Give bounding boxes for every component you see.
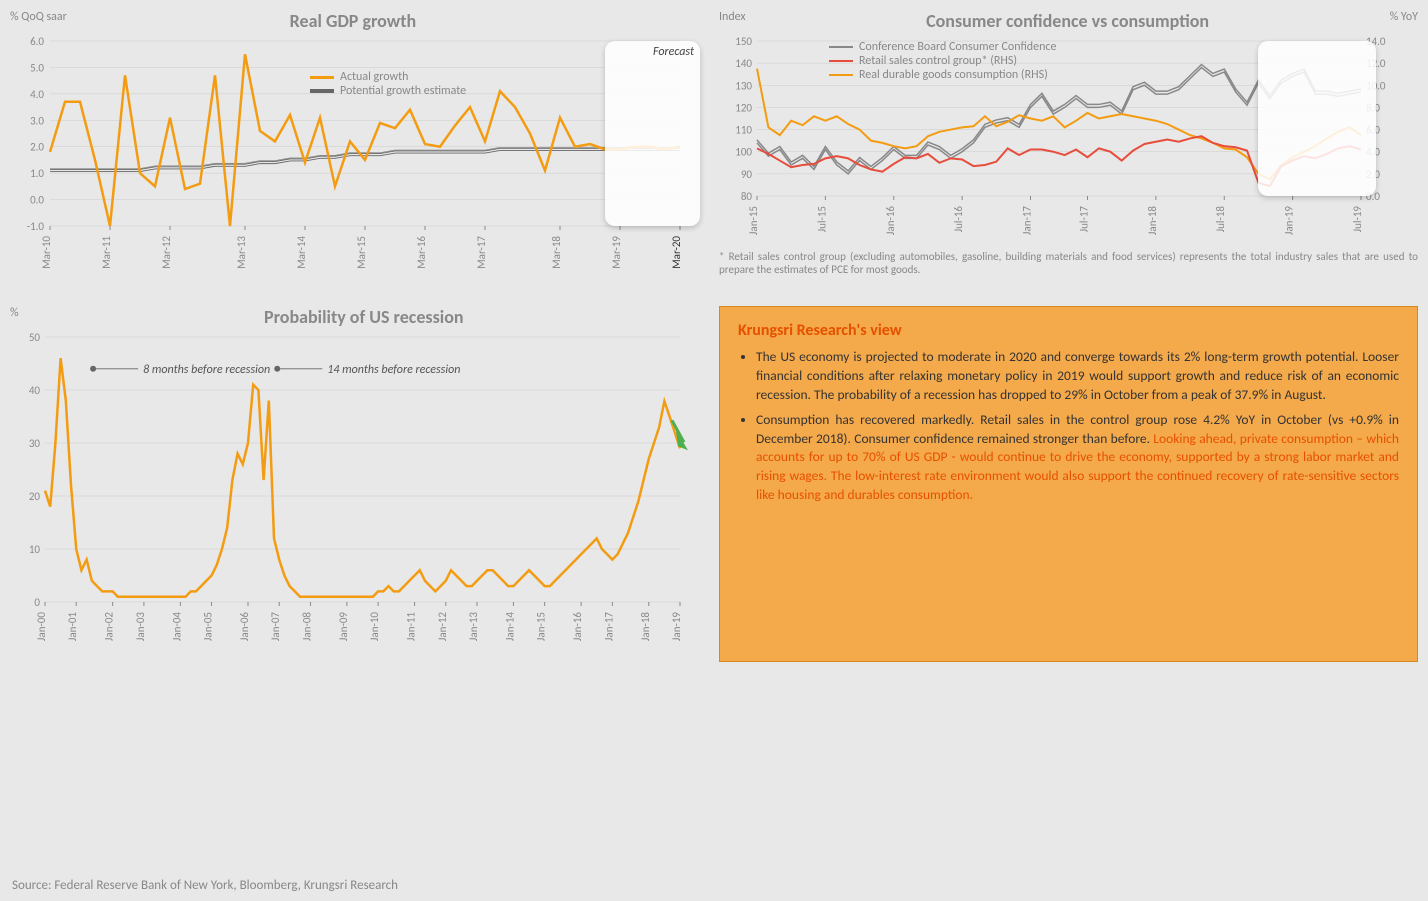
svg-text:Jan-08: Jan-08: [300, 612, 313, 641]
chart2-plot: 80901001101201301401500.02.04.06.08.010.…: [719, 36, 1418, 246]
svg-text:Jan-05: Jan-05: [202, 612, 215, 641]
svg-text:Jan-02: Jan-02: [103, 612, 116, 641]
svg-text:Jul-15: Jul-15: [815, 206, 828, 232]
svg-text:Mar-14: Mar-14: [295, 236, 308, 269]
svg-text:20: 20: [29, 490, 41, 503]
svg-text:Jan-17: Jan-17: [1021, 206, 1034, 235]
svg-text:Mar-11: Mar-11: [100, 236, 113, 269]
svg-text:Jan-12: Jan-12: [436, 612, 449, 641]
chart-consumer-confidence: Index Consumer confidence vs consumption…: [719, 10, 1418, 286]
svg-text:110: 110: [735, 124, 752, 137]
svg-text:Jan-16: Jan-16: [571, 612, 584, 641]
chart-gdp-growth: % QoQ saar Real GDP growth -1.0 0.0 1.0 2.0…: [10, 10, 709, 286]
svg-text:40: 40: [29, 384, 41, 397]
svg-text:4.0: 4.0: [30, 88, 44, 101]
svg-text:Jan-04: Jan-04: [170, 612, 183, 641]
svg-text:90: 90: [741, 168, 753, 181]
chart1-title: Real GDP growth: [67, 10, 639, 32]
svg-text:Jan-10: Jan-10: [368, 612, 381, 641]
svg-text:Mar-12: Mar-12: [160, 236, 173, 269]
svg-text:1.0: 1.0: [30, 167, 44, 180]
svg-text:3.0: 3.0: [30, 114, 44, 127]
svg-text:5.0: 5.0: [30, 61, 44, 74]
chart1-ylabel: % QoQ saar: [10, 10, 67, 36]
svg-text:14 months before recession: 14 months before recession: [327, 363, 460, 377]
svg-text:Jan-00: Jan-00: [35, 612, 48, 641]
svg-text:Jan-14: Jan-14: [503, 612, 516, 641]
legend-retail: Retail sales control group* (RHS): [829, 54, 1056, 68]
svg-text:Jul-17: Jul-17: [1077, 206, 1090, 233]
svg-text:30: 30: [29, 437, 41, 450]
research-title: Krungsri Research's view: [738, 321, 1399, 340]
svg-text:Jan-19: Jan-19: [670, 612, 683, 641]
chart2-title: Consumer confidence vs consumption: [746, 10, 1390, 32]
research-bullet-1: The US economy is projected to moderate …: [756, 348, 1399, 405]
svg-text:120: 120: [735, 101, 752, 114]
svg-text:2.0: 2.0: [30, 141, 44, 154]
svg-text:Jul-19: Jul-19: [1351, 206, 1364, 233]
legend-actual: Actual growth: [310, 70, 466, 84]
svg-text:Jan-03: Jan-03: [134, 612, 147, 641]
chart2-ylabel-right: % YoY: [1390, 10, 1418, 36]
svg-text:Jul-18: Jul-18: [1214, 206, 1227, 233]
svg-text:6.0: 6.0: [30, 35, 44, 48]
svg-text:Jan-15: Jan-15: [747, 206, 760, 235]
forecast-region: Forecast: [605, 41, 700, 226]
source-attribution: Source: Federal Reserve Bank of New York…: [12, 878, 398, 893]
svg-text:0.0: 0.0: [30, 194, 44, 207]
svg-text:Mar-10: Mar-10: [40, 236, 53, 269]
svg-text:Mar-18: Mar-18: [550, 236, 563, 269]
svg-text:50: 50: [29, 331, 41, 344]
svg-text:Mar-17: Mar-17: [475, 236, 488, 269]
chart-recession-prob: % Probability of US recession 0 10 20 30 40 5…: [10, 306, 709, 662]
svg-text:Jan-18: Jan-18: [639, 612, 652, 641]
research-bullet-2: Consumption has recovered markedly. Reta…: [756, 411, 1399, 505]
svg-text:140: 140: [735, 57, 752, 70]
svg-text:-1.0: -1.0: [27, 220, 45, 233]
svg-text:Mar-15: Mar-15: [355, 236, 368, 269]
chart3-plot: 0 10 20 30 40 50 8 months before recession 14 m…: [10, 332, 709, 662]
chart2-footnote: * Retail sales control group (excluding …: [719, 250, 1418, 276]
svg-text:Jan-13: Jan-13: [467, 612, 480, 641]
svg-text:Jan-15: Jan-15: [535, 612, 548, 641]
svg-text:Jan-06: Jan-06: [238, 612, 251, 641]
svg-text:Jan-01: Jan-01: [66, 612, 79, 641]
chart3-title: Probability of US recession: [19, 306, 709, 328]
svg-text:80: 80: [741, 190, 753, 203]
legend-confidence: Conference Board Consumer Confidence: [829, 40, 1056, 54]
svg-text:Jan-19: Jan-19: [1283, 206, 1296, 235]
svg-text:Jan-09: Jan-09: [337, 612, 350, 641]
legend-potential: Potential growth estimate: [310, 84, 466, 98]
svg-text:Mar-16: Mar-16: [415, 236, 428, 269]
chart2-highlight-region: [1258, 41, 1376, 196]
chart2-ylabel-left: Index: [719, 10, 746, 36]
chart3-ylabel: %: [10, 306, 19, 332]
svg-text:Mar-20: Mar-20: [670, 236, 683, 269]
legend-durables: Real durable goods consumption (RHS): [829, 68, 1056, 82]
svg-text:Jan-07: Jan-07: [269, 612, 282, 641]
svg-text:Jan-11: Jan-11: [405, 612, 418, 641]
svg-text:Jan-16: Jan-16: [884, 206, 897, 235]
svg-text:8 months before recession: 8 months before recession: [143, 363, 270, 377]
svg-text:150: 150: [735, 35, 752, 48]
svg-text:Mar-19: Mar-19: [610, 236, 623, 269]
research-view-box: Krungsri Research's view The US economy …: [719, 306, 1418, 662]
chart1-plot: -1.0 0.0 1.0 2.0 3.0 4.0 5.0 6.0 Mar-10 Mar-11 Mar…: [10, 36, 709, 286]
svg-text:Jan-18: Jan-18: [1146, 206, 1159, 235]
svg-text:100: 100: [735, 146, 752, 159]
forecast-label: Forecast: [605, 41, 700, 63]
svg-text:Jan-17: Jan-17: [602, 612, 615, 641]
svg-text:Jul-16: Jul-16: [952, 206, 965, 233]
svg-text:10: 10: [29, 543, 41, 556]
svg-text:130: 130: [735, 79, 752, 92]
svg-text:Mar-13: Mar-13: [235, 236, 248, 269]
svg-text:0: 0: [34, 596, 40, 609]
